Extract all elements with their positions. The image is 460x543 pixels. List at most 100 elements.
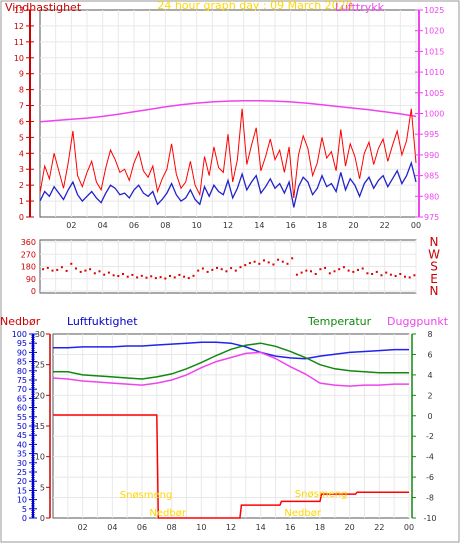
compass-direction-label: S	[430, 260, 438, 274]
wind-direction-point	[319, 268, 322, 271]
wind-direction-point	[234, 269, 237, 272]
wind-x-tick-label: 02	[66, 221, 76, 230]
wind-direction-point	[277, 258, 280, 261]
wind-direction-point	[201, 267, 204, 270]
wind-direction-point	[42, 268, 45, 271]
wind-direction-point	[183, 275, 186, 278]
humidity-tick-label: 15	[35, 422, 45, 431]
wind-speed-tick-label: 11	[14, 38, 24, 47]
rain-tick-label: 95	[17, 339, 27, 348]
wind-direction-point	[305, 269, 308, 272]
wind-x-tick-label: 12	[223, 221, 233, 230]
wind-direction-point	[93, 272, 96, 275]
rain-x-tick-label: 12	[226, 523, 236, 532]
pressure-tick-label: 1015	[424, 47, 444, 56]
rain-tick-label: 25	[17, 468, 27, 477]
rain-tick-label: 60	[17, 404, 27, 413]
wind-direction-point	[164, 277, 167, 280]
wind-direction-point	[178, 273, 181, 276]
wind-direction-point	[324, 266, 327, 269]
rain-tick-label: 90	[17, 348, 27, 357]
wind-direction-point	[347, 269, 350, 272]
temperature-tick-label: -8	[426, 494, 434, 503]
wind-direction-point	[361, 267, 364, 270]
temperature-tick-label: -4	[426, 453, 434, 462]
temperature-tick-label: 8	[427, 330, 432, 339]
compass-direction-label: E	[430, 272, 438, 286]
compass-direction-label: W	[428, 247, 440, 261]
wind-speed-tick-label: 12	[14, 22, 24, 31]
rain-x-tick-label: 02	[78, 523, 88, 532]
grid-layer	[40, 10, 417, 518]
wind-direction-point	[140, 274, 143, 277]
pressure-axis-label: Lufttrykk	[335, 1, 385, 14]
wind-direction-point	[187, 277, 190, 280]
wind-direction-point	[65, 269, 68, 272]
wind-x-tick-label: 20	[348, 221, 358, 230]
rain-annotation-label: Snøsmeng	[295, 489, 348, 500]
annotation-layer: Snøsmeng Nedbør Snøsmeng Nedbør	[120, 489, 348, 519]
rain-x-tick-label: 08	[167, 523, 177, 532]
wind-direction-point	[192, 274, 195, 277]
wind-direction-point	[206, 270, 209, 273]
wind-direction-point	[84, 269, 87, 272]
rain-x-tick-label: 16	[285, 523, 295, 532]
direction-tick-label: 360	[21, 238, 36, 247]
rain-x-tick-label: 20	[345, 523, 355, 532]
wind-speed-tick-label: 2	[19, 181, 24, 190]
wind-direction-point	[216, 266, 218, 269]
wind-speed-tick-label: 1	[19, 197, 24, 206]
wind-speed-tick-label: 9	[19, 70, 24, 79]
wind-speed-tick-label: 5	[19, 133, 24, 142]
wind-direction-point	[357, 268, 359, 271]
pressure-tick-label: 1025	[424, 6, 444, 15]
temperature-tick-label: -6	[426, 473, 434, 482]
rain-tick-label: 70	[17, 385, 27, 394]
rain-tick-label: 80	[17, 367, 27, 376]
rain-line	[53, 414, 409, 519]
wind-direction-point	[112, 274, 115, 277]
pressure-tick-label: 1020	[424, 27, 444, 36]
wind-speed-tick-label: 10	[14, 54, 24, 63]
wind-direction-point	[258, 262, 261, 265]
rain-x-tick-label: 00	[404, 523, 414, 532]
pressure-tick-label: 1000	[424, 110, 444, 119]
wind-direction-point	[79, 270, 82, 273]
wind-x-tick-label: 04	[98, 221, 108, 230]
rain-x-tick-label: 14	[256, 523, 266, 532]
humidity-axis-label: Luftfuktighet	[67, 315, 138, 328]
pressure-line	[39, 99, 417, 123]
wind-direction-point	[230, 267, 233, 270]
rain-annotation-label: Nedbør	[149, 508, 186, 519]
rain-tick-label: 20	[17, 477, 27, 486]
rain-x-tick-label: 18	[315, 523, 325, 532]
wind-direction-point	[169, 275, 171, 277]
wind-x-tick-label: 08	[160, 221, 170, 230]
wind-direction-point	[89, 268, 92, 271]
wind-direction-point	[75, 267, 77, 270]
wind-speed-tick-label: 13	[14, 6, 24, 15]
wind-direction-point	[244, 264, 247, 267]
wind-direction-point	[375, 270, 378, 273]
temperature-line	[53, 342, 409, 380]
wind-direction-point	[394, 275, 397, 277]
wind-direction-point	[136, 276, 139, 279]
direction-tick-label: 270	[21, 250, 36, 259]
wind-speed-axis-label: Vindhastighet	[5, 1, 82, 14]
wind-direction-point	[310, 270, 312, 273]
rain-tick-label: 100	[12, 330, 27, 339]
temperature-tick-label: 4	[427, 371, 432, 380]
humidity-tick-label: 30	[35, 330, 45, 339]
wind-direction-point	[380, 274, 383, 277]
rain-tick-label: 5	[22, 505, 27, 514]
wind-direction-point	[107, 271, 110, 274]
humidity-tick-label: 10	[35, 453, 45, 462]
wind-speed-tick-label: 4	[19, 149, 24, 158]
wind-direction-point	[295, 273, 298, 276]
wind-x-tick-label: 10	[192, 221, 202, 230]
wind-direction-point	[197, 269, 200, 272]
wind-direction-point	[389, 273, 392, 276]
wind-direction-point	[413, 274, 416, 277]
